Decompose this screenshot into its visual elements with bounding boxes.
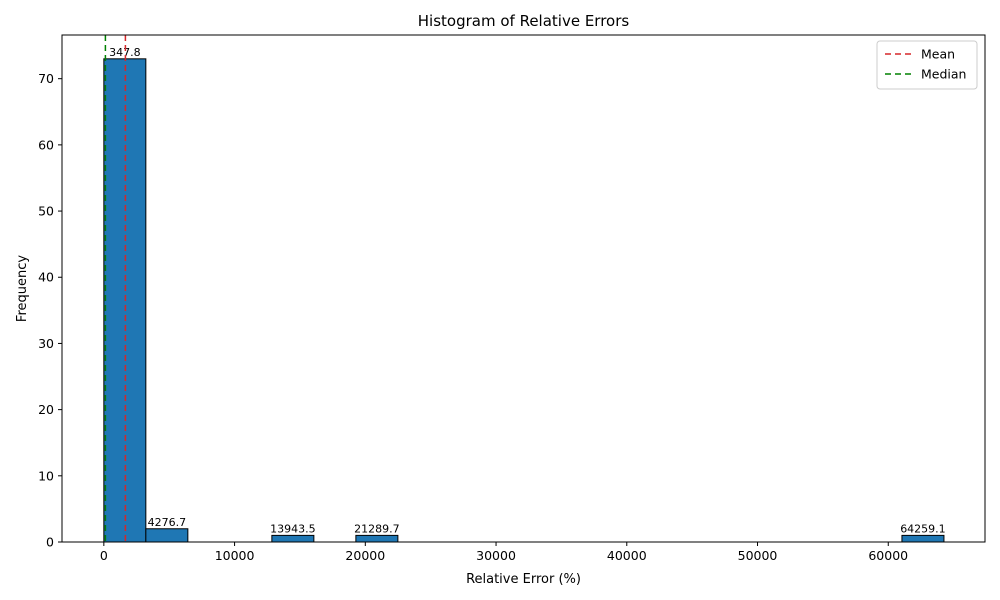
plot-area: 347.8 4276.7 13943.5 21289.7 64259.1: [103, 35, 946, 543]
axes: 0 10000 20000 30000 40000 50000 60000 0 10 20 30 40…: [38, 34, 986, 563]
y-tick-label: 10: [38, 468, 54, 483]
x-tick-label: 50000: [738, 548, 778, 563]
y-tick-label: 0: [46, 535, 54, 550]
histogram-bar: [355, 534, 399, 543]
x-tick-label: 60000: [868, 548, 908, 563]
legend-label-median: Median: [921, 67, 966, 82]
y-axis-label: Frequency: [15, 255, 30, 322]
histogram-bar: [271, 534, 315, 543]
x-tick-label: 40000: [607, 548, 647, 563]
bar-value-label: 347.8: [109, 46, 141, 59]
bar-value-label: 64259.1: [900, 522, 946, 535]
chart-title: Histogram of Relative Errors: [418, 12, 630, 30]
y-tick-label: 50: [38, 204, 54, 219]
legend-box: [876, 40, 978, 90]
axes-frame: [61, 34, 986, 543]
x-tick-label: 0: [100, 548, 108, 563]
y-tick-label: 30: [38, 336, 54, 351]
y-tick-label: 60: [38, 137, 54, 152]
legend-label-mean: Mean: [921, 47, 955, 62]
histogram-bar: [145, 528, 189, 543]
y-tick-label: 40: [38, 270, 54, 285]
x-tick-label: 10000: [215, 548, 255, 563]
bar-value-label: 13943.5: [270, 522, 316, 535]
x-axis-label: Relative Error (%): [466, 572, 581, 587]
x-tick-label: 20000: [345, 548, 385, 563]
x-tick-label: 30000: [476, 548, 516, 563]
legend: Mean Median: [876, 40, 978, 90]
y-tick-label: 20: [38, 402, 54, 417]
bar-value-label: 21289.7: [354, 522, 400, 535]
histogram-bar: [901, 534, 945, 543]
bar-value-label: 4276.7: [148, 516, 187, 529]
y-tick-label: 70: [38, 71, 54, 86]
